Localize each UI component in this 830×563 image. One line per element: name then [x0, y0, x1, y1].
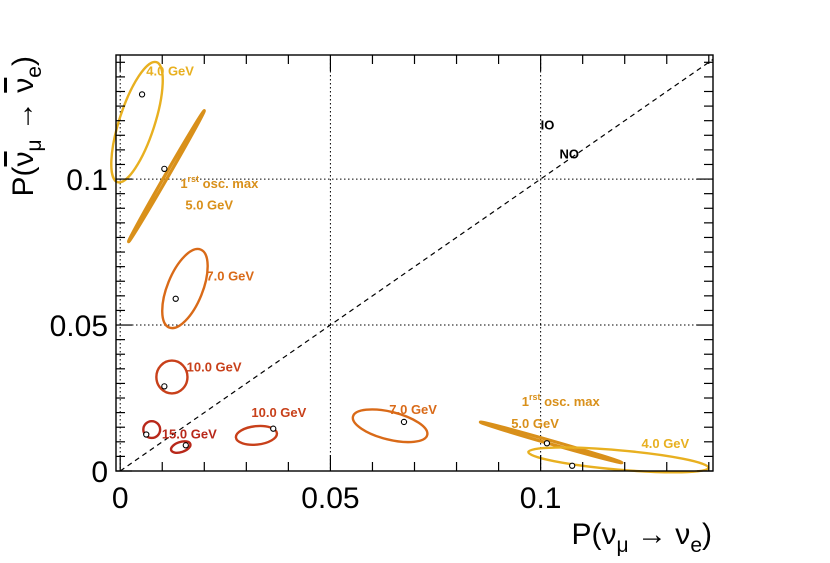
y-tick-label: 0.1: [66, 164, 108, 197]
ellipse-layer: [110, 60, 710, 474]
y-tick-label: 0: [91, 456, 108, 489]
annotations: 4.0 GeV 5.0 GeV 1rst osc. max 7.0 GeV 10.0 G…: [146, 63, 689, 451]
center-point: [270, 425, 277, 432]
center-point: [161, 383, 168, 390]
x-tick-label: 0.1: [520, 482, 562, 515]
center-point: [182, 442, 189, 449]
ellipse-io-15-0-gev: [142, 419, 162, 440]
center-point: [172, 295, 179, 302]
energy-label: 5.0 GeV: [511, 416, 559, 431]
energy-label: 5.0 GeV: [185, 198, 233, 213]
ellipse-no-15-0-gev: [169, 440, 192, 454]
x-tick-label: 0: [112, 482, 129, 515]
center-point: [543, 440, 551, 447]
ellipse-io-5-0-gev: [126, 109, 206, 244]
center-point: [161, 165, 168, 173]
energy-label: 4.0 GeV: [146, 63, 194, 78]
ellipse-io-7-0-gev: [161, 247, 209, 330]
y-axis-title: P(νμ → νe): [7, 56, 46, 196]
ellipse-io-10-0-gev: [155, 359, 189, 395]
center-point: [138, 91, 146, 98]
diagonal-line: [119, 58, 714, 472]
equal-probability-line: [119, 58, 714, 472]
ellipse-io-4-0-gev: [110, 60, 164, 184]
ordering-label-no: NO: [560, 147, 580, 162]
energy-label: 15.0 GeV: [162, 426, 217, 441]
osc-max-label: 1rst osc. max: [522, 392, 601, 409]
ellipse-no-7-0-gev: [351, 408, 429, 444]
x-axis-title: P(νμ → νe): [572, 518, 712, 557]
center-point: [143, 431, 150, 438]
center-point-layer: [138, 91, 576, 469]
ordering-label-io: IO: [541, 117, 555, 132]
energy-label: 4.0 GeV: [642, 436, 690, 451]
osc-max-label: 1rst osc. max: [180, 174, 259, 191]
energy-label: 10.0 GeV: [251, 405, 306, 420]
energy-label: 7.0 GeV: [389, 402, 437, 417]
y-tick-label: 0.05: [50, 310, 108, 343]
energy-label: 10.0 GeV: [187, 360, 242, 375]
ellipse-no-10-0-gev: [234, 424, 279, 447]
ticks: [116, 55, 713, 472]
ellipse-no-5-0-gev: [478, 420, 624, 465]
center-point: [569, 462, 576, 469]
center-point: [400, 418, 408, 426]
x-tick-label: 0.05: [301, 482, 359, 515]
energy-label: 7.0 GeV: [206, 269, 254, 284]
tick-labels: 0 0.05 0.1 0 0.05 0.1: [50, 164, 562, 515]
